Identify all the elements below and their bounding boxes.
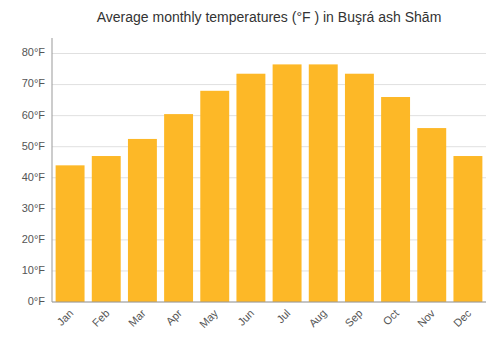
bar [92,156,121,302]
x-tick-label: Apr [163,307,184,328]
chart-container: Average monthly temperatures (°F ) in Bu… [0,0,500,350]
grid-line [52,53,486,54]
x-tick-label: Feb [90,307,112,329]
y-axis: 0°F 10°F 20°F 30°F 40°F 50°F 60°F 70°F 80°F [22,38,52,307]
y-tick-label: 40°F [22,171,46,183]
bar [309,64,338,302]
grid-line [52,302,486,303]
y-tick-label: 70°F [22,77,46,89]
x-tick-label: May [197,307,221,331]
bar [164,114,193,302]
title: Average monthly temperatures (°F ) in Bu… [97,9,442,25]
y-tick-label: 30°F [22,202,46,214]
x-tick-label: Oct [380,307,401,328]
x-tick-label: Jun [235,307,256,328]
bar [453,156,482,302]
bar [236,74,265,302]
y-tick-label: 10°F [22,264,46,276]
bar [417,128,446,302]
bar [200,91,229,302]
y-tick-label: 60°F [22,109,46,121]
x-tick-label: Sep [343,307,365,329]
x-tick-label: Nov [415,307,438,330]
bar [128,139,157,302]
y-tick-label: 80°F [22,46,46,58]
x-tick-label: Jan [54,307,75,328]
bar [56,165,85,302]
x-axis: Jan Feb Mar Apr May Jun Jul Aug Sep Oct Nov Dec [54,307,473,331]
x-tick-label: Mar [126,307,148,329]
x-axis-line [52,302,486,303]
grid [52,54,486,302]
chart-svg: Average monthly temperatures (°F ) in Bu… [0,0,500,350]
y-tick-label: 50°F [22,140,46,152]
bar [273,64,302,302]
bar [345,74,374,302]
x-tick-label: Jul [274,307,292,325]
bar [381,97,410,302]
bars [56,64,483,302]
x-tick-label: Aug [306,307,328,329]
y-tick-label: 0°F [28,295,46,307]
y-axis-line [52,38,53,302]
x-tick-label: Dec [451,307,474,330]
grid-line [52,84,486,85]
grid-line [52,115,486,116]
y-tick-label: 20°F [22,233,46,245]
